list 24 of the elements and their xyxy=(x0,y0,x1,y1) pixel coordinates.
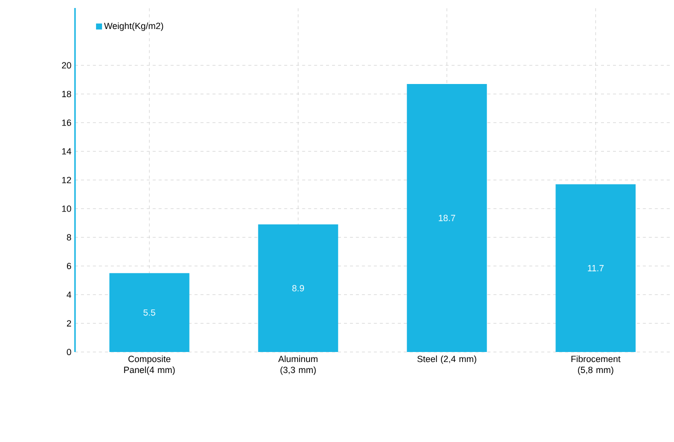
bar xyxy=(406,84,487,352)
x-tick-label: Steel (2,4 mm) xyxy=(417,356,476,364)
legend-label: Weight(Kg/m2) xyxy=(104,22,164,31)
text: 8.9 xyxy=(292,285,304,292)
x-tick-label: Aluminum (3,3 mm) xyxy=(278,356,318,375)
text: 18.7 xyxy=(438,214,456,222)
y-tick-label: 4 xyxy=(66,292,72,298)
y-tick-label: 16 xyxy=(62,119,72,126)
y-tick-label: 14 xyxy=(62,148,72,154)
y-tick-label: 12 xyxy=(62,176,72,184)
y-tick-label: 0 xyxy=(66,348,72,356)
y-tick-label: 18 xyxy=(62,90,72,98)
bar xyxy=(556,184,636,352)
y-tick-label: 2 xyxy=(66,320,72,326)
text: 5.5 xyxy=(144,309,156,316)
y-tick-label: 10 xyxy=(62,205,72,212)
x-tick-label: Composite Panel(4 mm) xyxy=(124,356,175,375)
bar xyxy=(109,273,190,352)
bar xyxy=(258,224,338,352)
y-tick-label: 20 xyxy=(62,62,72,69)
y-tick-label: 6 xyxy=(66,262,72,270)
text: 11.7 xyxy=(588,265,604,272)
y-tick-label: 8 xyxy=(66,234,72,241)
x-tick-label: Fibrocement (5,8 mm) xyxy=(571,356,620,375)
